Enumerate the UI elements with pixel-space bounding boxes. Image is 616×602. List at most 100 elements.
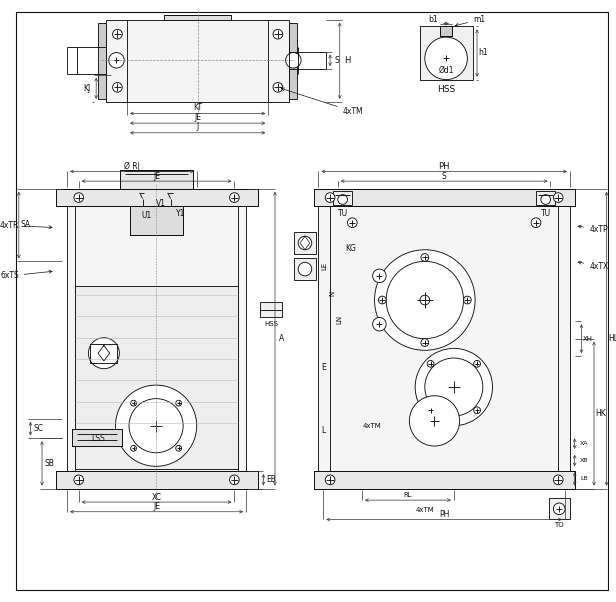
Bar (314, 189, 575, 206)
Circle shape (420, 295, 429, 305)
Text: Ød1: Ød1 (439, 66, 454, 75)
Bar (333, 191, 352, 205)
Text: SB: SB (45, 459, 55, 468)
Text: PH: PH (439, 162, 450, 171)
Circle shape (373, 317, 386, 331)
Circle shape (273, 82, 283, 92)
Text: Ø RJ: Ø RJ (124, 162, 140, 171)
Circle shape (375, 250, 475, 350)
Text: V1: V1 (156, 199, 166, 208)
Bar (55, 471, 257, 489)
Circle shape (553, 193, 563, 202)
Text: XB: XB (580, 458, 588, 463)
Text: HSS: HSS (437, 85, 455, 94)
Text: TO: TO (554, 523, 564, 529)
Circle shape (89, 338, 120, 368)
Text: S: S (442, 172, 447, 181)
Text: LB: LB (580, 476, 588, 482)
Bar (294, 232, 315, 253)
Bar (549, 498, 570, 520)
Text: J: J (197, 122, 199, 131)
Bar (120, 170, 193, 189)
Bar (106, 20, 290, 102)
Text: H: H (344, 56, 351, 65)
Circle shape (415, 349, 492, 426)
Text: HK: HK (596, 409, 606, 418)
Text: KT: KT (193, 103, 202, 112)
Bar (98, 23, 106, 99)
Text: XA: XA (580, 441, 588, 445)
Bar (91, 344, 118, 363)
Text: JE: JE (153, 172, 160, 181)
Text: JE: JE (194, 113, 201, 122)
Circle shape (113, 82, 122, 92)
Circle shape (325, 193, 335, 202)
Bar (314, 471, 575, 489)
Circle shape (463, 296, 471, 304)
Text: TU: TU (338, 209, 347, 219)
Circle shape (338, 194, 347, 204)
Text: SA: SA (20, 220, 31, 229)
Bar (314, 471, 575, 489)
Text: LE: LE (322, 262, 327, 270)
Text: HSS: HSS (264, 321, 278, 327)
Text: S: S (334, 56, 339, 65)
Text: U1: U1 (141, 211, 152, 220)
Bar (72, 429, 122, 446)
Bar (55, 189, 257, 206)
Circle shape (230, 193, 239, 202)
Circle shape (553, 503, 565, 515)
Text: SC: SC (33, 424, 43, 433)
Circle shape (113, 29, 122, 39)
Bar (330, 206, 558, 471)
Text: 4xTM: 4xTM (362, 423, 381, 429)
Bar (440, 26, 452, 36)
Circle shape (425, 37, 468, 79)
Text: 4xTR: 4xTR (0, 221, 52, 230)
Circle shape (176, 445, 182, 451)
Text: A: A (279, 334, 285, 343)
Text: N: N (329, 291, 335, 296)
Circle shape (129, 399, 183, 453)
Circle shape (541, 194, 551, 204)
Text: XH: XH (583, 336, 593, 342)
Text: b1: b1 (429, 15, 439, 24)
Text: HL: HL (609, 334, 616, 343)
Text: 4xTP: 4xTP (578, 225, 608, 234)
Text: h1: h1 (478, 48, 488, 57)
Bar (261, 302, 282, 317)
Text: KG: KG (346, 244, 357, 253)
Circle shape (474, 407, 480, 414)
Text: RL: RL (403, 492, 412, 498)
Text: E: E (321, 363, 326, 372)
Text: 6xTS: 6xTS (0, 270, 52, 281)
Text: XC: XC (152, 492, 161, 501)
Circle shape (74, 475, 84, 485)
Text: 4xTM: 4xTM (415, 507, 434, 513)
Bar (130, 206, 183, 235)
Bar (314, 189, 575, 206)
Circle shape (531, 218, 541, 228)
Bar (75, 206, 238, 471)
Text: m1: m1 (455, 15, 485, 26)
Circle shape (74, 193, 84, 202)
Circle shape (131, 400, 136, 406)
Circle shape (325, 475, 335, 485)
Circle shape (298, 236, 312, 250)
Circle shape (298, 262, 312, 276)
Bar (75, 285, 238, 469)
Circle shape (378, 296, 386, 304)
Bar (164, 15, 232, 20)
Bar (440, 26, 452, 36)
Bar (536, 191, 556, 205)
Bar (420, 26, 473, 79)
Bar (294, 258, 315, 280)
Circle shape (230, 475, 239, 485)
Circle shape (425, 358, 483, 416)
Bar (290, 23, 298, 99)
Bar (130, 206, 183, 235)
Text: Y1: Y1 (176, 208, 185, 217)
Circle shape (176, 400, 182, 406)
Circle shape (386, 261, 463, 339)
Bar (120, 170, 193, 189)
